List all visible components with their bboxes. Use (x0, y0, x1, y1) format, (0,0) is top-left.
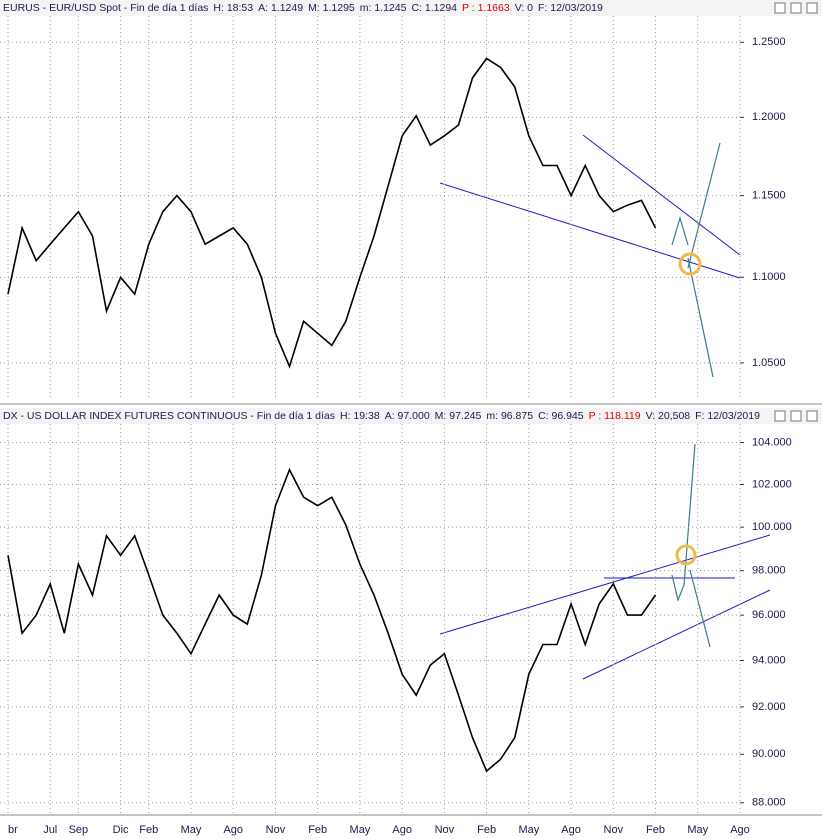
y-tick-label: 94.000 (752, 654, 786, 666)
x-tick-label: May (181, 824, 202, 836)
forecast-arrows (671, 142, 721, 648)
header-bar (0, 0, 822, 16)
chart-header: DX - US DOLLAR INDEX FUTURES CONTINUOUS … (3, 408, 760, 424)
y-tick-label: 1.1000 (752, 271, 786, 283)
x-tick-label: Feb (308, 824, 327, 836)
y-tick-label: 104.000 (752, 436, 792, 448)
x-tick-label: Ago (392, 824, 412, 836)
x-tick-label: Ago (223, 824, 243, 836)
x-tick-label: Nov (435, 824, 455, 836)
x-tick-label: Feb (477, 824, 496, 836)
x-tick-label: Sep (69, 824, 89, 836)
x-tick-label: May (687, 824, 708, 836)
header-field: EURUS - EUR/USD Spot - Fin de día 1 días (3, 2, 209, 14)
header-field: V: 20,508 (645, 410, 691, 422)
y-tick-label: 1.1500 (752, 189, 786, 201)
y-tick-label: 102.000 (752, 478, 792, 490)
y-tick-label: 98.000 (752, 565, 786, 577)
y-tick-label: 90.000 (752, 748, 786, 760)
header-field: H: 18:53 (213, 2, 254, 14)
header-field: F: 12/03/2019 (695, 410, 760, 422)
price-line (7, 467, 657, 773)
y-tick-label: 88.000 (752, 797, 786, 809)
y-tick-label: 1.2000 (752, 111, 786, 123)
header-field: DX - US DOLLAR INDEX FUTURES CONTINUOUS … (3, 410, 335, 422)
x-tick-label: Nov (604, 824, 624, 836)
y-tick-label: 1.2500 (752, 36, 786, 48)
x-tick-label: Dic (113, 824, 129, 836)
header-field: m: 1.1245 (359, 2, 407, 14)
header-field: P : 1.1663 (462, 2, 510, 14)
x-tick-label: Feb (646, 824, 665, 836)
header-bar (0, 408, 822, 424)
x-tick-label: br (8, 824, 18, 836)
header-field: A: 1.1249 (258, 2, 304, 14)
price-line (7, 57, 657, 369)
y-tick-label: 100.000 (752, 521, 792, 533)
header-field: A: 97.000 (384, 410, 430, 422)
header-field: M: 97.245 (434, 410, 482, 422)
x-tick-label: Feb (139, 824, 158, 836)
header-field: m: 96.875 (486, 410, 534, 422)
x-tick-label: Ago (561, 824, 581, 836)
y-tick-label: 1.0500 (752, 357, 786, 369)
window-buttons[interactable] (774, 2, 818, 422)
header-field: C: 1.1294 (411, 2, 458, 14)
x-tick-label: May (350, 824, 371, 836)
y-tick-label: 96.000 (752, 609, 786, 621)
x-tick-label: May (518, 824, 539, 836)
chart-header: EURUS - EUR/USD Spot - Fin de día 1 días… (3, 0, 603, 16)
x-tick-label: Jul (43, 824, 57, 836)
header-field: F: 12/03/2019 (538, 2, 603, 14)
header-field: P : 118.119 (588, 410, 641, 422)
header-field: V: 0 (514, 2, 533, 14)
x-tick-label: Ago (730, 824, 750, 836)
trendlines (439, 134, 771, 680)
header-field: H: 19:38 (340, 410, 380, 422)
x-tick-label: Nov (266, 824, 286, 836)
y-tick-label: 92.000 (752, 701, 786, 713)
header-field: M: 1.1295 (308, 2, 355, 14)
header-field: C: 96.945 (538, 410, 584, 422)
